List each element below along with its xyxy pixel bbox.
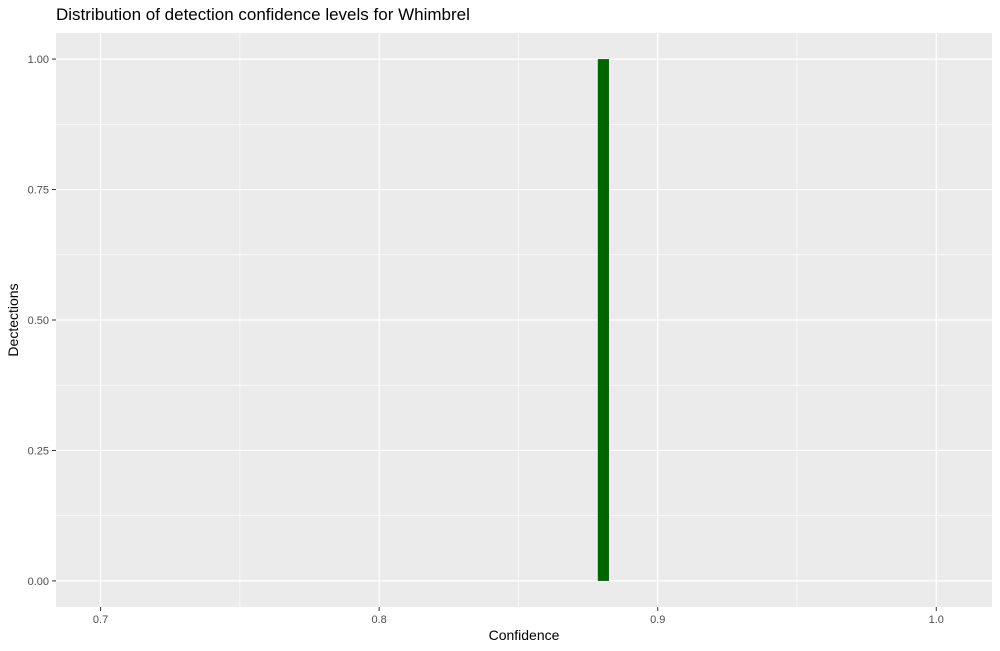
x-tick-label: 1.0 (929, 614, 944, 626)
major-gridlines (56, 33, 992, 607)
y-tick-label: 0.00 (28, 576, 49, 588)
x-axis: 0.7 0.8 0.9 1.0 (93, 607, 944, 626)
y-tick-label: 1.00 (28, 54, 49, 66)
y-tick-label: 0.25 (28, 445, 49, 457)
y-axis-label: Dectections (5, 283, 21, 356)
x-tick-label: 0.7 (93, 614, 108, 626)
y-tick-label: 0.75 (28, 185, 49, 197)
x-axis-label: Confidence (489, 627, 560, 643)
y-axis: 0.00 0.25 0.50 0.75 1.00 (28, 54, 56, 588)
y-tick-label: 0.50 (28, 315, 49, 327)
histogram-bar (597, 59, 609, 581)
chart-title: Distribution of detection confidence lev… (56, 5, 470, 24)
x-tick-label: 0.9 (650, 614, 665, 626)
x-tick-label: 0.8 (371, 614, 386, 626)
bars (597, 59, 609, 581)
